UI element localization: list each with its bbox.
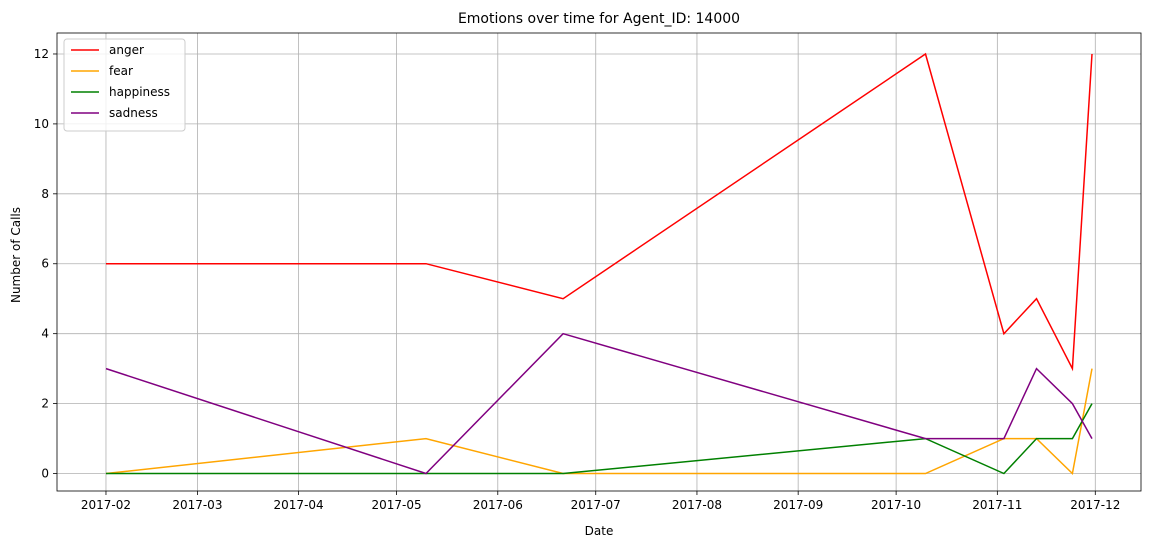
- legend-box: [63, 38, 186, 132]
- legend-label-anger: anger: [109, 43, 144, 57]
- plot-frame: [56, 32, 1142, 492]
- x-tick-label: 2017-08: [672, 498, 722, 512]
- x-axis-label: Date: [585, 524, 614, 538]
- x-tick-label: 2017-06: [473, 498, 523, 512]
- legend-label-fear: fear: [109, 64, 133, 78]
- y-tick-label: 10: [34, 117, 49, 131]
- chart-title: Emotions over time for Agent_ID: 14000: [458, 11, 740, 27]
- x-tick-label: 2017-05: [371, 498, 421, 512]
- y-tick-label: 12: [34, 47, 49, 61]
- series-line-fear: [105, 368, 1093, 476]
- grid: [57, 33, 1141, 491]
- y-tick-label: 6: [41, 257, 49, 271]
- legend: anger fear happiness sadness: [63, 38, 186, 132]
- y-tick-label: 8: [41, 187, 49, 201]
- series-line-anger: [106, 52, 1093, 372]
- x-tick-label: 2017-03: [172, 498, 222, 512]
- series-line-sadness: [105, 332, 1093, 475]
- y-axis-label: Number of Calls: [9, 207, 23, 303]
- y-tick-label: 2: [41, 397, 49, 411]
- x-tick-label: 2017-10: [871, 498, 921, 512]
- x-tick-label: 2017-09: [773, 498, 823, 512]
- y-tick-label: 0: [41, 467, 49, 481]
- x-tick-label: 2017-04: [274, 498, 324, 512]
- x-tick-label: 2017-07: [571, 498, 621, 512]
- series-line-happiness: [106, 403, 1093, 475]
- x-tick-label: 2017-11: [972, 498, 1022, 512]
- series-lines: [105, 52, 1093, 476]
- y-axis: 0 2 4 6 8 10 12: [34, 47, 57, 481]
- x-tick-label: 2017-02: [81, 498, 131, 512]
- legend-label-sadness: sadness: [109, 106, 158, 120]
- y-tick-label: 4: [41, 327, 49, 341]
- x-axis: 2017-02 2017-03 2017-04 2017-05 2017-06 2017-…: [81, 491, 1120, 512]
- x-tick-label: 2017-12: [1070, 498, 1120, 512]
- legend-label-happiness: happiness: [109, 85, 170, 99]
